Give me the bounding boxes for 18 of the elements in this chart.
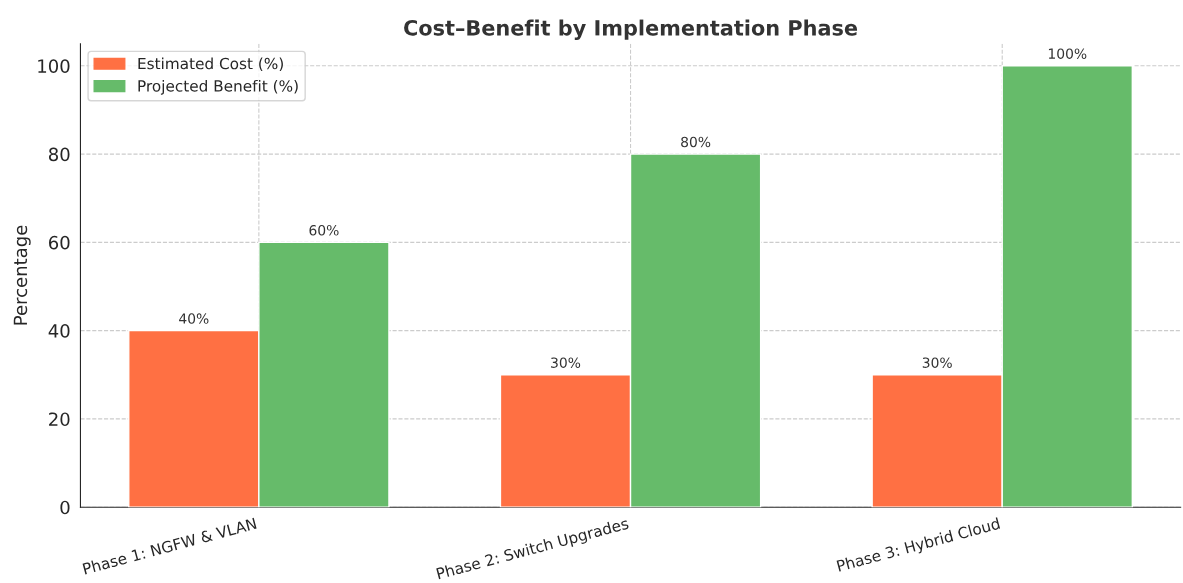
x-tick-label: Phase 1: NGFW & VLAN: [82, 517, 257, 575]
data-label: 80%: [681, 136, 711, 148]
legend-label: Estimated Cost (%): [138, 57, 283, 72]
data-label: 60%: [309, 225, 339, 236]
y-tick-label: 0: [60, 500, 70, 515]
y-axis-title: Percentage: [13, 225, 31, 325]
data-label: 30%: [922, 357, 952, 368]
chart-title: Cost–Benefit by Implementation Phase: [404, 19, 858, 40]
y-tick-label: 80: [48, 147, 70, 162]
data-label: 40%: [179, 313, 209, 324]
y-tick-label: 100: [38, 59, 70, 73]
legend-label: Projected Benefit (%): [138, 79, 298, 95]
data-label: 100%: [1048, 48, 1087, 59]
y-tick-label: 60: [49, 235, 70, 250]
y-tick-label: 20: [49, 412, 70, 427]
data-label: 30%: [551, 357, 581, 368]
x-tick-label: Phase 3: Hybrid Cloud: [836, 517, 1001, 575]
y-tick-label: 40: [48, 324, 70, 338]
